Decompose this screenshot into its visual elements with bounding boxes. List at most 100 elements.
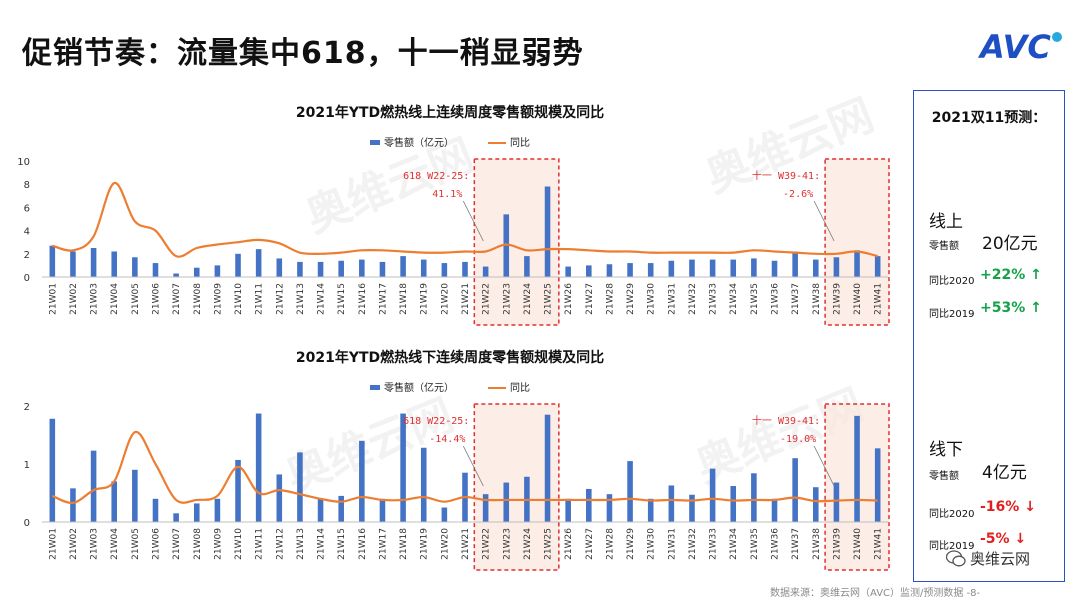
bar	[132, 469, 138, 522]
wechat-icon	[946, 550, 966, 567]
arrow-up-icon: ↑	[1025, 300, 1042, 316]
bar	[173, 513, 179, 522]
bar	[255, 249, 262, 277]
x-tick-label: 21W02	[69, 283, 79, 315]
bar	[565, 498, 571, 522]
bar	[441, 263, 448, 277]
bar	[689, 259, 695, 277]
x-tick-label: 21W31	[667, 528, 677, 560]
bar	[606, 264, 613, 277]
bar	[111, 251, 118, 277]
x-tick-label: 21W05	[131, 283, 141, 315]
bar	[90, 248, 97, 277]
x-tick-label: 21W23	[502, 528, 512, 560]
bar	[420, 447, 427, 522]
x-tick-label: 21W22	[482, 528, 492, 560]
bar	[317, 498, 324, 522]
y-tick-label: 6	[24, 203, 30, 214]
bar	[193, 503, 200, 522]
annotation-value: -14.4%	[429, 434, 465, 445]
x-tick-label: 21W04	[110, 283, 120, 315]
bar	[482, 266, 489, 277]
x-tick-label: 21W16	[358, 283, 368, 315]
x-tick-label: 21W11	[255, 283, 265, 315]
x-tick-label: 21W41	[874, 528, 884, 560]
annotation-value: 41.1%	[432, 189, 462, 200]
x-tick-label: 21W22	[482, 283, 492, 315]
x-tick-label: 21W40	[853, 528, 863, 560]
x-tick-label: 21W06	[151, 528, 161, 560]
x-tick-label: 21W35	[750, 528, 760, 560]
x-tick-label: 21W20	[440, 283, 450, 315]
annotation-label: 618 W22-25:	[403, 171, 469, 182]
y-tick-label: 2	[24, 250, 30, 261]
data-source: 数据来源：奥维云网（AVC）监测/预测数据 -8-	[770, 588, 981, 599]
bar	[132, 257, 138, 277]
bar	[854, 415, 860, 522]
annotation-leader	[462, 200, 484, 242]
bar	[689, 494, 695, 522]
bar	[276, 474, 283, 522]
y-tick-label: 4	[24, 227, 30, 238]
bar	[771, 498, 778, 522]
x-tick-label: 21W34	[729, 283, 739, 315]
bar	[627, 263, 633, 277]
x-tick-label: 21W40	[853, 283, 863, 315]
bar	[235, 253, 241, 277]
online-yoy2019-label: 同比2019	[929, 309, 975, 320]
bar	[111, 481, 118, 522]
arrow-down-icon: ↓	[1009, 531, 1027, 547]
offline-label: 线下	[929, 440, 963, 460]
x-tick-label: 21W33	[709, 283, 719, 315]
x-tick-label: 21W06	[151, 283, 161, 315]
online-yoy2020: +22% ↑	[980, 267, 1042, 283]
page-title: 促销节奏：流量集中618，十一稍显弱势	[22, 36, 584, 71]
bar	[544, 414, 551, 522]
annotation-leader	[813, 200, 835, 242]
x-tick-label: 21W07	[172, 528, 182, 560]
online-label: 线上	[929, 212, 963, 232]
bar	[503, 482, 510, 522]
bar	[276, 258, 283, 277]
x-tick-label: 21W32	[688, 283, 698, 315]
y-tick-label: 8	[24, 180, 30, 191]
x-tick-label: 21W31	[667, 283, 677, 315]
bar	[751, 473, 757, 522]
bar	[152, 263, 159, 277]
annotation-leader	[462, 445, 484, 487]
bar	[524, 256, 530, 277]
annotation-label: 618 W22-25:	[403, 416, 469, 427]
bar	[833, 257, 840, 277]
x-tick-label: 21W12	[275, 528, 285, 560]
bar	[709, 259, 716, 277]
x-tick-label: 21W09	[213, 528, 223, 560]
x-tick-label: 21W37	[791, 528, 801, 560]
chart-title: 2021年YTD燃热线上连续周度零售额规模及同比	[296, 104, 604, 121]
y-tick-label: 0	[24, 518, 30, 529]
x-tick-label: 21W14	[317, 283, 327, 315]
x-tick-label: 21W03	[90, 283, 100, 315]
bar	[297, 261, 303, 277]
bar	[606, 494, 613, 522]
x-tick-label: 21W12	[275, 283, 285, 315]
x-tick-label: 21W32	[688, 528, 698, 560]
bar	[482, 494, 489, 522]
bar	[668, 260, 675, 277]
x-tick-label: 21W28	[605, 283, 615, 315]
yoy-line	[52, 181, 878, 258]
bar	[565, 266, 571, 277]
chart-title: 2021年YTD燃热线下连续周度零售额规模及同比	[296, 349, 604, 366]
x-tick-label: 21W20	[440, 528, 450, 560]
bar	[173, 273, 179, 277]
x-tick-label: 21W34	[729, 528, 739, 560]
yoy-line	[51, 430, 878, 504]
x-tick-label: 21W30	[647, 283, 657, 315]
x-tick-label: 21W38	[812, 283, 822, 315]
bar	[90, 450, 97, 522]
bar	[627, 461, 633, 522]
x-tick-label: 21W08	[193, 528, 203, 560]
bar	[833, 482, 840, 522]
bar	[503, 214, 510, 277]
bar	[462, 261, 468, 277]
